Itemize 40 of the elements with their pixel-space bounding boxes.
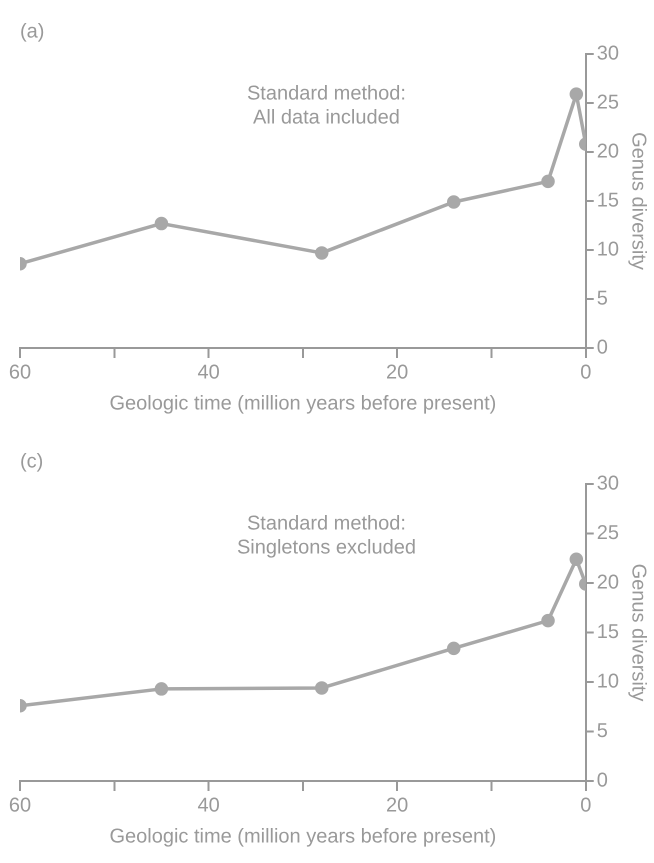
y-tick-label: 10 — [596, 238, 620, 261]
y-tick-label: 30 — [596, 42, 620, 65]
annotation: Standard method: Singletons excluded — [236, 512, 416, 559]
point — [154, 682, 168, 696]
y-axis-title: Genus diversity — [627, 564, 650, 702]
y-tick-label: 25 — [596, 522, 620, 544]
x-tick-label: 0 — [580, 794, 592, 817]
y-tick-label: 5 — [596, 720, 608, 742]
point — [541, 174, 555, 188]
x-axis-title: Geologic time (million years before present) — [109, 392, 496, 415]
y-tick-label: 10 — [596, 670, 620, 693]
point — [314, 246, 328, 260]
x-tick-label: 40 — [197, 362, 220, 384]
x-tick-label: 60 — [8, 362, 32, 384]
x-tick-label: 60 — [8, 794, 32, 817]
y-tick-label: 0 — [596, 770, 608, 792]
chart-title: (c) — [20, 450, 44, 473]
chart-title: (a) — [20, 20, 44, 43]
y-tick-label: 15 — [596, 621, 620, 644]
y-tick-label: 0 — [596, 336, 608, 359]
y-tick-label: 20 — [596, 572, 620, 594]
x-tick-label: 20 — [386, 362, 408, 384]
y-tick-label: 20 — [596, 140, 620, 163]
point — [446, 642, 460, 656]
point — [154, 216, 168, 230]
x-tick-label: 0 — [580, 362, 592, 384]
point — [314, 681, 328, 695]
point — [570, 87, 584, 101]
x-tick-label: 40 — [197, 794, 220, 817]
y-tick-label: 15 — [596, 190, 620, 212]
x-axis-title: Geologic time (million years before present) — [109, 826, 496, 848]
y-tick-label: 30 — [596, 472, 620, 495]
annotation: Standard method: All data included — [246, 82, 406, 129]
point — [446, 195, 460, 209]
y-tick-label: 5 — [596, 288, 608, 310]
y-axis-title: Genus diversity — [627, 132, 650, 270]
point — [541, 614, 555, 628]
y-tick-label: 25 — [596, 92, 620, 114]
x-tick-label: 20 — [386, 794, 408, 817]
point — [570, 552, 584, 566]
